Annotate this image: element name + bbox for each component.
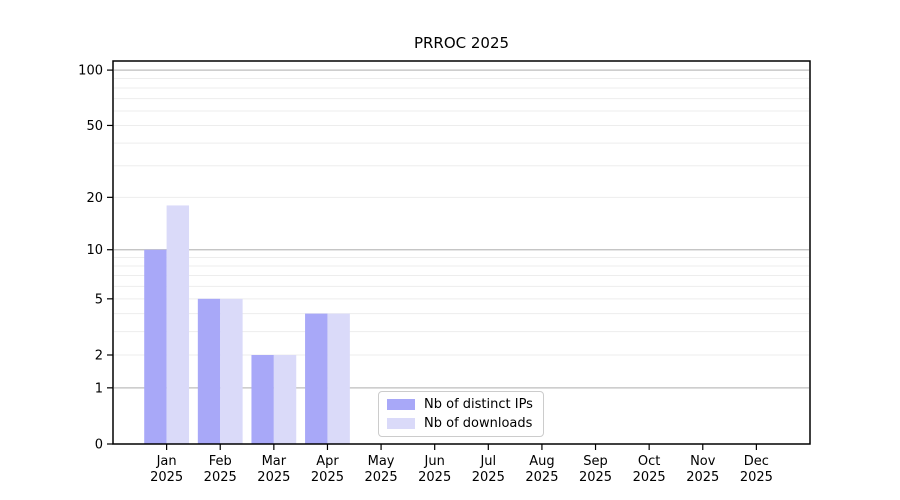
y-tick-label-1: 1	[95, 381, 103, 396]
x-tick-label-month-mar: Mar	[262, 454, 287, 469]
x-tick-label-month-jul: Jul	[479, 454, 496, 469]
x-tick-label-year-aug: 2025	[525, 470, 558, 485]
x-tick-label-month-nov: Nov	[690, 454, 716, 469]
legend-label-downloads: Nb of downloads	[424, 416, 533, 431]
bar-ips-apr	[305, 313, 328, 444]
legend-entry-downloads: Nb of downloads	[387, 416, 533, 431]
x-tick-label-month-apr: Apr	[316, 454, 339, 469]
y-tick-label-5: 5	[95, 292, 103, 307]
legend-label-distinct-ips: Nb of distinct IPs	[424, 397, 533, 412]
legend: Nb of distinct IPs Nb of downloads	[378, 391, 544, 437]
x-tick-label-year-may: 2025	[365, 470, 398, 485]
x-tick-label-month-may: May	[368, 454, 395, 469]
x-tick-label-month-dec: Dec	[744, 454, 769, 469]
y-tick-label-50: 50	[86, 119, 103, 134]
bar-ips-mar	[251, 354, 274, 444]
legend-swatch-distinct-ips	[387, 399, 415, 410]
bar-ips-feb	[197, 298, 221, 444]
x-tick-label-month-aug: Aug	[529, 454, 554, 469]
x-tick-label-year-jan: 2025	[150, 470, 183, 485]
y-tick-label-10: 10	[86, 243, 103, 258]
x-tick-label-year-apr: 2025	[311, 470, 344, 485]
x-tick-label-year-nov: 2025	[686, 470, 719, 485]
legend-swatch-downloads	[387, 418, 415, 429]
bar-downloads-jan	[166, 205, 190, 444]
x-tick-label-month-jan: Jan	[156, 454, 177, 469]
x-tick-label-month-oct: Oct	[638, 454, 660, 469]
x-tick-label-year-feb: 2025	[204, 470, 237, 485]
x-tick-label-year-jul: 2025	[472, 470, 505, 485]
bar-ips-jan	[144, 249, 167, 444]
y-tick-label-2: 2	[95, 348, 103, 363]
x-tick-label-month-jun: Jun	[424, 454, 445, 469]
x-tick-label-year-sep: 2025	[579, 470, 612, 485]
x-tick-label-year-jun: 2025	[418, 470, 451, 485]
x-tick-label-year-oct: 2025	[633, 470, 666, 485]
y-tick-label-100: 100	[78, 64, 103, 79]
bar-downloads-feb	[220, 298, 243, 444]
y-tick-label-0: 0	[95, 438, 103, 453]
x-tick-label-month-feb: Feb	[209, 454, 232, 469]
bar-downloads-mar	[273, 354, 297, 444]
x-tick-label-month-sep: Sep	[583, 454, 608, 469]
chart-title: PRROC 2025	[413, 34, 510, 52]
legend-entry-distinct-ips: Nb of distinct IPs	[387, 397, 533, 412]
bar-downloads-apr	[327, 313, 350, 444]
axes-frame	[112, 60, 811, 445]
y-tick-label-20: 20	[86, 191, 103, 206]
x-tick-label-year-mar: 2025	[257, 470, 290, 485]
x-tick-label-year-dec: 2025	[740, 470, 773, 485]
